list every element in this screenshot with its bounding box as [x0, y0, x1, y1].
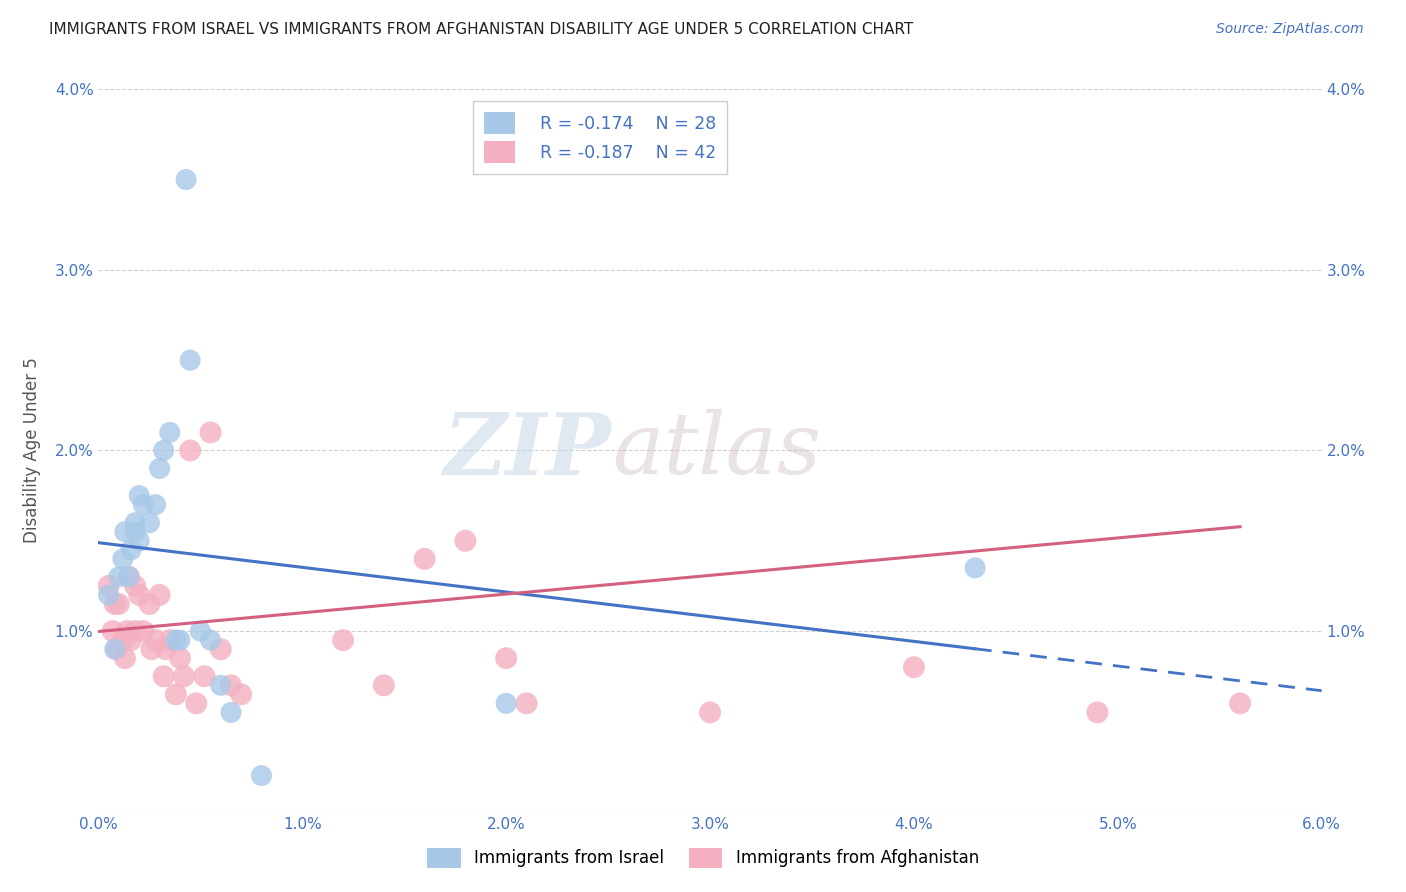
Point — [219, 706, 242, 720]
Point — [413, 551, 436, 566]
Point — [141, 642, 163, 657]
Point — [115, 624, 138, 639]
Point — [124, 524, 146, 539]
Point — [454, 533, 477, 548]
Point — [963, 561, 986, 575]
Point — [111, 633, 134, 648]
Point — [179, 443, 201, 458]
Point — [120, 633, 142, 648]
Point — [132, 498, 155, 512]
Point — [250, 769, 273, 783]
Point — [155, 642, 177, 657]
Point — [104, 597, 127, 611]
Point — [138, 516, 160, 530]
Point — [145, 498, 167, 512]
Point — [124, 579, 146, 593]
Point — [200, 633, 222, 648]
Point — [231, 687, 253, 701]
Point — [138, 597, 160, 611]
Point — [159, 425, 181, 440]
Point — [128, 588, 150, 602]
Point — [114, 651, 136, 665]
Point — [174, 172, 197, 186]
Point — [495, 651, 517, 665]
Point — [699, 706, 721, 720]
Point — [1085, 706, 1108, 720]
Point — [101, 624, 124, 639]
Point — [165, 687, 187, 701]
Point — [145, 633, 167, 648]
Y-axis label: Disability Age Under 5: Disability Age Under 5 — [22, 358, 41, 543]
Point — [193, 669, 215, 683]
Point — [149, 461, 172, 475]
Legend:   R = -0.174    N = 28,   R = -0.187    N = 42: R = -0.174 N = 28, R = -0.187 N = 42 — [474, 102, 727, 174]
Point — [97, 579, 120, 593]
Point — [173, 669, 195, 683]
Text: IMMIGRANTS FROM ISRAEL VS IMMIGRANTS FROM AFGHANISTAN DISABILITY AGE UNDER 5 COR: IMMIGRANTS FROM ISRAEL VS IMMIGRANTS FRO… — [49, 22, 914, 37]
Point — [132, 624, 155, 639]
Point — [118, 570, 141, 584]
Legend: Immigrants from Israel, Immigrants from Afghanistan: Immigrants from Israel, Immigrants from … — [420, 841, 986, 875]
Point — [219, 678, 242, 692]
Text: Source: ZipAtlas.com: Source: ZipAtlas.com — [1216, 22, 1364, 37]
Point — [118, 570, 141, 584]
Point — [111, 551, 134, 566]
Point — [495, 696, 517, 710]
Point — [332, 633, 354, 648]
Point — [114, 524, 136, 539]
Point — [179, 353, 201, 368]
Point — [152, 443, 174, 458]
Point — [373, 678, 395, 692]
Text: ZIP: ZIP — [444, 409, 612, 492]
Point — [104, 642, 127, 657]
Point — [124, 624, 146, 639]
Point — [159, 633, 181, 648]
Point — [200, 425, 222, 440]
Point — [1229, 696, 1251, 710]
Point — [108, 570, 131, 584]
Point — [903, 660, 925, 674]
Text: atlas: atlas — [612, 409, 821, 491]
Point — [149, 588, 172, 602]
Point — [120, 542, 142, 557]
Point — [169, 633, 191, 648]
Point — [108, 597, 131, 611]
Point — [128, 533, 150, 548]
Point — [169, 651, 191, 665]
Point — [186, 696, 208, 710]
Point — [124, 516, 146, 530]
Point — [209, 678, 232, 692]
Point — [188, 624, 212, 639]
Point — [97, 588, 120, 602]
Point — [209, 642, 232, 657]
Point — [105, 642, 128, 657]
Point — [152, 669, 174, 683]
Point — [128, 489, 150, 503]
Point — [516, 696, 538, 710]
Point — [165, 633, 187, 648]
